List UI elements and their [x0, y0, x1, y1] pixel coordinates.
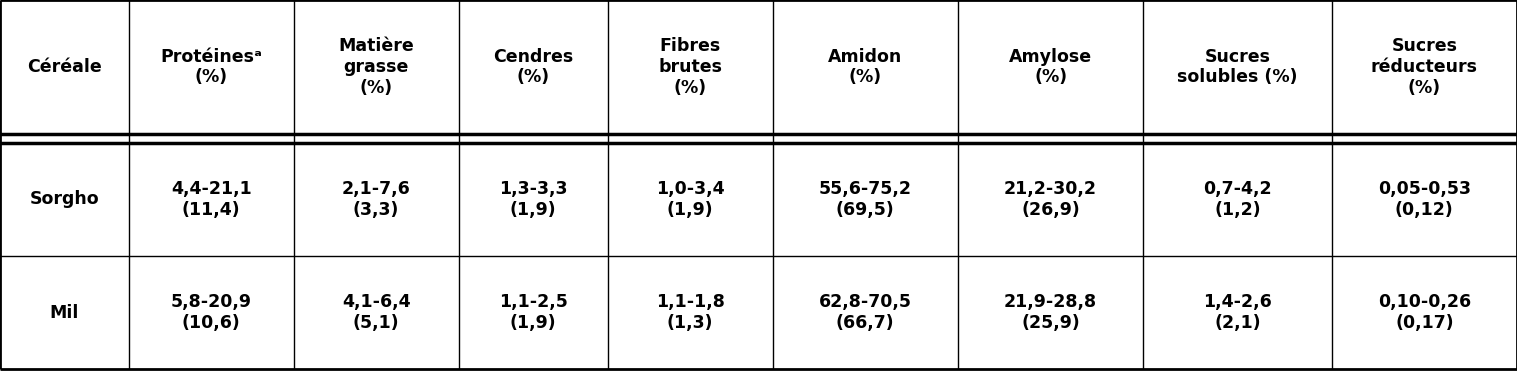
Text: Matière
grasse
(%): Matière grasse (%) — [338, 37, 414, 97]
Text: 0,05-0,53
(0,12): 0,05-0,53 (0,12) — [1377, 180, 1471, 218]
Text: 0,10-0,26
(0,17): 0,10-0,26 (0,17) — [1377, 293, 1471, 332]
Text: Mil: Mil — [50, 304, 79, 322]
Text: 1,3-3,3
(1,9): 1,3-3,3 (1,9) — [499, 180, 567, 218]
Text: Protéinesᵃ
(%): Protéinesᵃ (%) — [161, 48, 262, 87]
Text: 21,2-30,2
(26,9): 21,2-30,2 (26,9) — [1004, 180, 1097, 218]
Text: 55,6-75,2
(69,5): 55,6-75,2 (69,5) — [819, 180, 912, 218]
Text: 1,1-1,8
(1,3): 1,1-1,8 (1,3) — [655, 293, 725, 332]
Text: Amidon
(%): Amidon (%) — [828, 48, 903, 87]
Text: 1,0-3,4
(1,9): 1,0-3,4 (1,9) — [655, 180, 725, 218]
Text: Amylose
(%): Amylose (%) — [1009, 48, 1092, 87]
Text: 4,1-6,4
(5,1): 4,1-6,4 (5,1) — [341, 293, 411, 332]
Text: 62,8-70,5
(66,7): 62,8-70,5 (66,7) — [819, 293, 912, 332]
Text: 5,8-20,9
(10,6): 5,8-20,9 (10,6) — [171, 293, 252, 332]
Text: Sucres
solubles (%): Sucres solubles (%) — [1177, 48, 1297, 87]
Text: 1,4-2,6
(2,1): 1,4-2,6 (2,1) — [1203, 293, 1271, 332]
Text: Fibres
brutes
(%): Fibres brutes (%) — [658, 37, 722, 97]
Text: 1,1-2,5
(1,9): 1,1-2,5 (1,9) — [499, 293, 567, 332]
Text: 0,7-4,2
(1,2): 0,7-4,2 (1,2) — [1203, 180, 1271, 218]
Text: 2,1-7,6
(3,3): 2,1-7,6 (3,3) — [341, 180, 411, 218]
Text: Cendres
(%): Cendres (%) — [493, 48, 573, 87]
Text: Sucres
réducteurs
(%): Sucres réducteurs (%) — [1371, 37, 1478, 97]
Text: Céréale: Céréale — [27, 58, 102, 76]
Text: 4,4-21,1
(11,4): 4,4-21,1 (11,4) — [171, 180, 252, 218]
Text: 21,9-28,8
(25,9): 21,9-28,8 (25,9) — [1004, 293, 1097, 332]
Text: Sorgho: Sorgho — [29, 190, 99, 208]
